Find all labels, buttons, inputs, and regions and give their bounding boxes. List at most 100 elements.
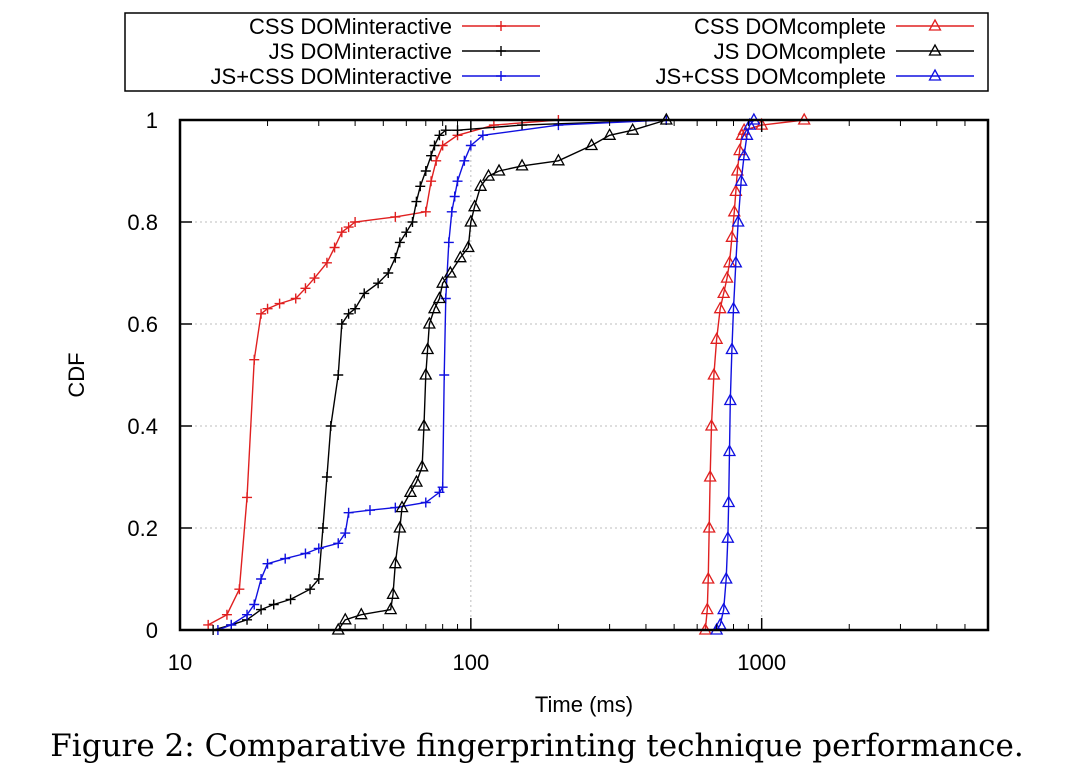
y-tick-label: 0.6 (127, 312, 158, 337)
data-point (737, 148, 751, 161)
data-point (446, 206, 457, 217)
series-js-dominteractive (208, 115, 672, 635)
data-point (432, 291, 447, 304)
data-point (473, 178, 488, 191)
legend-label: CSS DOMinteractive (249, 14, 452, 39)
data-point (309, 273, 320, 284)
data-point (373, 278, 384, 289)
series-line (337, 119, 667, 631)
legend-label: JS DOMcomplete (714, 39, 886, 64)
data-point (203, 619, 214, 630)
data-point (338, 612, 352, 625)
data-point (411, 196, 422, 207)
data-point (726, 301, 741, 314)
data-point (329, 242, 340, 253)
x-tick-label: 100 (452, 650, 489, 675)
data-point (725, 342, 739, 355)
data-point (383, 268, 394, 278)
data-point (729, 184, 743, 197)
data-point (242, 609, 253, 620)
data-point (290, 293, 301, 304)
data-point (722, 495, 736, 508)
data-point (717, 286, 731, 299)
data-point (707, 367, 721, 380)
data-point (436, 275, 450, 288)
series-line (217, 119, 667, 631)
data-point (453, 250, 467, 263)
data-point (434, 130, 445, 141)
data-point (461, 240, 475, 253)
data-point (733, 143, 747, 156)
data-point (443, 265, 457, 278)
data-point (262, 303, 273, 314)
series-css-domcomplete (698, 112, 811, 635)
data-point (710, 331, 724, 344)
data-point (388, 556, 402, 569)
legend-marker (496, 46, 506, 56)
figure-caption: Figure 2: Comparative fingerprinting tec… (50, 728, 1024, 764)
legend-marker (496, 71, 506, 81)
data-point (415, 181, 426, 192)
y-axis-label: CDF (64, 352, 89, 397)
data-point (452, 176, 463, 187)
data-point (443, 237, 454, 248)
data-point (333, 538, 344, 549)
data-point (343, 308, 354, 319)
data-point (515, 158, 529, 171)
data-point (740, 127, 754, 140)
data-point (395, 500, 409, 513)
data-point (730, 163, 744, 176)
data-point (317, 523, 328, 533)
data-point (386, 586, 400, 599)
series-line (716, 119, 755, 631)
data-point (626, 122, 640, 135)
data-point (720, 270, 734, 283)
data-point (403, 484, 418, 497)
data-point (702, 520, 716, 533)
data-point (350, 217, 361, 227)
data-point (700, 602, 714, 615)
data-point (464, 214, 478, 227)
data-point (727, 204, 741, 217)
data-point (409, 474, 424, 487)
data-point (359, 288, 370, 299)
data-point (517, 120, 528, 131)
data-point (429, 140, 440, 151)
data-point (268, 599, 279, 610)
y-tick-label: 1 (146, 108, 158, 133)
data-point (394, 237, 405, 248)
data-point (723, 393, 737, 406)
data-point (440, 125, 451, 136)
data-point (481, 168, 496, 181)
data-point (449, 191, 460, 202)
data-point (249, 354, 260, 365)
data-point (415, 459, 429, 472)
data-point (722, 444, 737, 457)
data-point (249, 599, 260, 610)
data-point (234, 584, 245, 595)
data-point (439, 370, 450, 380)
series-css-dominteractive (203, 115, 564, 630)
legend-label: CSS DOMcomplete (694, 14, 886, 39)
legend-marker (928, 18, 942, 31)
data-point (350, 303, 361, 314)
series-layer (203, 112, 811, 635)
data-point (280, 553, 291, 564)
data-point (407, 217, 418, 227)
data-point (321, 472, 332, 482)
data-point (393, 520, 407, 533)
data-point (721, 530, 735, 543)
data-point (242, 492, 253, 503)
data-point (333, 370, 344, 380)
data-point (417, 418, 431, 431)
data-point (603, 127, 617, 140)
data-point (722, 255, 737, 268)
legend-marker (928, 43, 942, 56)
data-point (325, 421, 336, 431)
x-tick-label: 1000 (737, 650, 786, 675)
series-line (704, 119, 805, 631)
legend-label: JS+CSS DOMcomplete (656, 64, 886, 89)
data-point (422, 316, 436, 329)
grid-lines (180, 120, 988, 630)
